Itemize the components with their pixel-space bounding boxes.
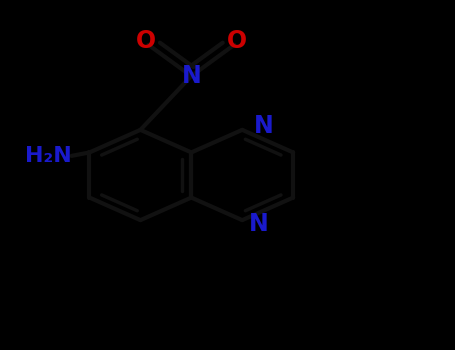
Text: O: O (227, 29, 247, 52)
Text: N: N (249, 212, 269, 236)
Text: N: N (253, 114, 273, 138)
Text: N: N (182, 64, 201, 88)
Text: H₂N: H₂N (25, 146, 71, 166)
Text: O: O (136, 29, 156, 52)
